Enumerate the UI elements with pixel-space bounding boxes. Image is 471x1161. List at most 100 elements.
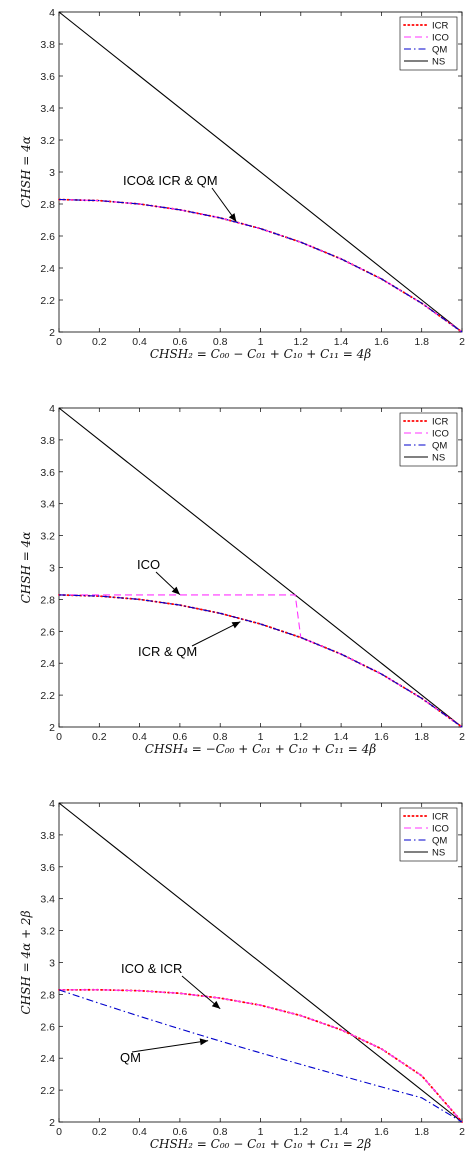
x-tick-label: 0 bbox=[56, 1126, 62, 1138]
x-tick-label: 1 bbox=[258, 1126, 264, 1138]
y-tick-label: 2 bbox=[49, 327, 55, 339]
legend-label-ns: NS bbox=[432, 453, 445, 464]
x-tick-label: 0.8 bbox=[213, 336, 228, 348]
x-tick-label: 1 bbox=[258, 731, 264, 743]
series-line-ns bbox=[58, 802, 463, 1123]
annotation-label: QM bbox=[120, 1050, 141, 1065]
x-tick-label: 1.8 bbox=[414, 731, 429, 743]
y-tick-label: 2.4 bbox=[40, 1053, 55, 1065]
annotation-label: ICR & QM bbox=[138, 644, 197, 659]
y-tick-label: 4 bbox=[49, 7, 55, 19]
series-line-ico bbox=[58, 198, 463, 333]
x-tick-label: 1.2 bbox=[293, 1126, 308, 1138]
y-tick-label: 4 bbox=[49, 403, 55, 415]
chart-panel-1: 0 0.2 0.4 0.6 0.8 1 1.2 1.4 1.6 1.8 2 2 2.2 2.4 2.6 2.8… bbox=[19, 7, 465, 361]
y-tick-label: 3.8 bbox=[40, 39, 55, 51]
legend-label-icr: ICR bbox=[432, 417, 449, 428]
y-tick-label: 2 bbox=[49, 722, 55, 734]
series-line-qm bbox=[58, 989, 463, 1123]
y-tick-label: 3.2 bbox=[40, 531, 55, 543]
legend-label-qm: QM bbox=[432, 45, 447, 56]
x-tick-label: 0 bbox=[56, 336, 62, 348]
y-tick-label: 3 bbox=[49, 563, 55, 575]
x-tick-label: 0.2 bbox=[92, 731, 107, 743]
series-line-icr bbox=[58, 198, 463, 333]
legend-label-qm: QM bbox=[432, 836, 447, 847]
legend-label-qm: QM bbox=[432, 441, 447, 452]
y-tick-label: 2.6 bbox=[40, 231, 55, 243]
y-axis-label: CHSH = 4α bbox=[19, 532, 33, 604]
y-tick-label: 3.8 bbox=[40, 830, 55, 842]
y-tick-label: 2.8 bbox=[40, 989, 55, 1001]
x-tick-label: 1.4 bbox=[334, 731, 349, 743]
annotation-arrowhead bbox=[211, 1000, 221, 1009]
legend-label-ico: ICO bbox=[432, 429, 449, 440]
x-tick-label: 1.4 bbox=[334, 336, 349, 348]
x-tick-label: 1.6 bbox=[374, 1126, 389, 1138]
y-tick-label: 2.4 bbox=[40, 263, 55, 275]
legend-label-ns: NS bbox=[432, 848, 445, 859]
y-tick-label: 2.4 bbox=[40, 658, 55, 670]
y-tick-label: 3.2 bbox=[40, 926, 55, 938]
x-tick-label: 0.4 bbox=[132, 1126, 147, 1138]
y-tick-label: 2 bbox=[49, 1117, 55, 1129]
y-tick-label: 2.8 bbox=[40, 199, 55, 211]
x-tick-label: 1.6 bbox=[374, 336, 389, 348]
series-line-qm bbox=[58, 594, 463, 728]
y-axis-label: CHSH = 4α bbox=[19, 136, 33, 208]
series-line-ico bbox=[59, 594, 463, 728]
series-line-qm bbox=[58, 198, 463, 333]
annotation-arrow bbox=[181, 975, 221, 1010]
annotation-label: ICO & ICR bbox=[121, 961, 182, 976]
x-tick-label: 1.2 bbox=[293, 336, 308, 348]
x-tick-label: 1.2 bbox=[293, 731, 308, 743]
y-tick-label: 3 bbox=[49, 958, 55, 970]
legend-label-icr: ICR bbox=[432, 812, 449, 823]
legend-label-ico: ICO bbox=[432, 33, 449, 44]
x-tick-label: 0.4 bbox=[132, 336, 147, 348]
x-tick-label: 2 bbox=[459, 336, 465, 348]
y-tick-label: 4 bbox=[49, 798, 55, 810]
y-tick-label: 2.6 bbox=[40, 1021, 55, 1033]
x-axis-label: CHSH₄ = −C₀₀ + C₀₁ + C₁₀ + C₁₁ = 4β bbox=[145, 742, 376, 756]
annotation-arrow bbox=[131, 1040, 209, 1053]
x-tick-label: 0.2 bbox=[92, 336, 107, 348]
x-tick-label: 1.6 bbox=[374, 731, 389, 743]
x-tick-label: 0.6 bbox=[173, 336, 188, 348]
y-tick-label: 3.4 bbox=[40, 894, 55, 906]
y-tick-label: 2.2 bbox=[40, 690, 55, 702]
x-tick-label: 0.8 bbox=[213, 1126, 228, 1138]
x-tick-label: 1 bbox=[258, 336, 264, 348]
series-line-ns bbox=[58, 407, 463, 728]
annotation-arrow bbox=[191, 621, 241, 647]
y-tick-label: 3.6 bbox=[40, 467, 55, 479]
series-line-icr bbox=[58, 594, 463, 728]
series-line-ns bbox=[58, 11, 463, 333]
y-tick-label: 2.2 bbox=[40, 1085, 55, 1097]
x-tick-label: 1.8 bbox=[414, 1126, 429, 1138]
chart-panel-3: 0 0.2 0.4 0.6 0.8 1 1.2 1.4 1.6 1.8 2 2 2.2 2.4 2.6 2.8… bbox=[19, 798, 465, 1151]
y-tick-label: 3.6 bbox=[40, 71, 55, 83]
annotation-arrowhead bbox=[199, 1038, 209, 1046]
y-axis-label: CHSH = 4α + 2β bbox=[19, 910, 33, 1014]
series-line-ico bbox=[58, 989, 463, 1123]
x-tick-label: 0.6 bbox=[173, 1126, 188, 1138]
legend-label-icr: ICR bbox=[432, 21, 449, 32]
y-tick-label: 2.6 bbox=[40, 626, 55, 638]
annotation-label: ICO& ICR & QM bbox=[123, 173, 218, 188]
y-tick-label: 3.6 bbox=[40, 862, 55, 874]
legend-label-ns: NS bbox=[432, 57, 445, 68]
annotation-arrowhead bbox=[171, 586, 180, 595]
x-axis-label: CHSH₂ = C₀₀ − C₀₁ + C₁₀ + C₁₁ = 4β bbox=[150, 347, 371, 361]
x-axis-label: CHSH₂ = C₀₀ − C₀₁ + C₁₀ + C₁₁ = 2β bbox=[150, 1137, 371, 1151]
annotation-arrowhead bbox=[231, 621, 241, 629]
x-tick-label: 0.8 bbox=[213, 731, 228, 743]
y-tick-label: 3.4 bbox=[40, 499, 55, 511]
annotation-arrowhead bbox=[228, 213, 237, 222]
x-tick-label: 0.6 bbox=[173, 731, 188, 743]
chart-panel-2: 0 0.2 0.4 0.6 0.8 1 1.2 1.4 1.6 1.8 2 2 2.2 2.4 2.6 2.8… bbox=[19, 403, 465, 756]
y-tick-label: 2.8 bbox=[40, 594, 55, 606]
